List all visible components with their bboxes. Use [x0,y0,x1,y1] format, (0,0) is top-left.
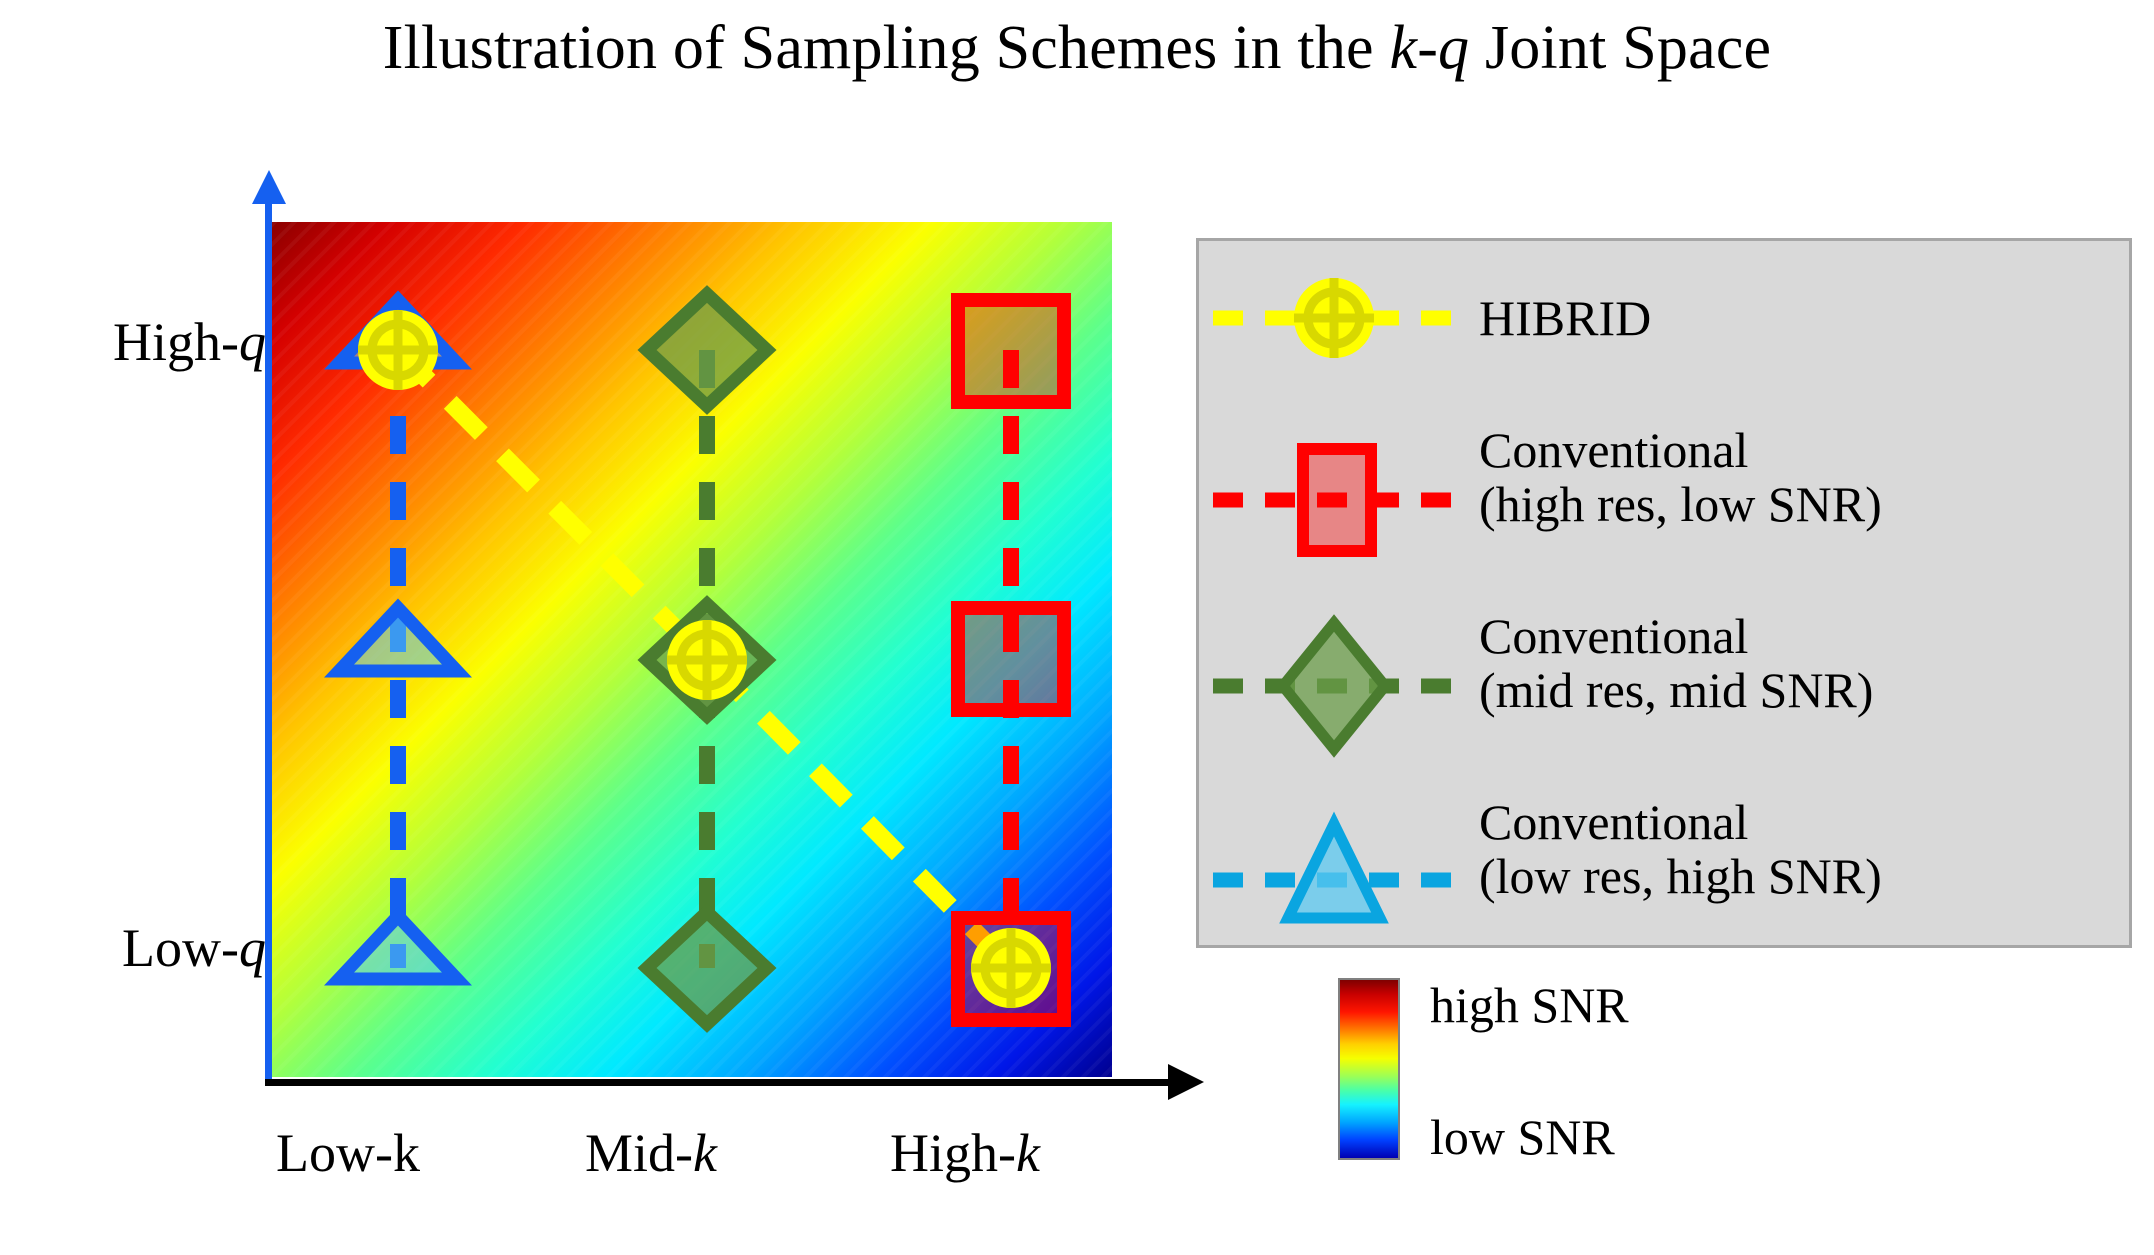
y-axis-arrow-icon [252,170,286,204]
legend-key-hibrid [1199,253,1469,383]
legend-item-conventional-low-res[interactable]: Conventional (low res, high SNR) [1199,761,2135,937]
legend-key-triangle [1199,784,1469,924]
colorbar-label-high: high SNR [1430,977,1629,1033]
snr-colorbar [1338,978,1400,1160]
x-axis-arrow-icon [1168,1064,1204,1100]
legend-item-conventional-mid-res[interactable]: Conventional (mid res, mid SNR) [1199,575,2135,758]
legend-item-conventional-high-res[interactable]: Conventional (high res, low SNR) [1199,389,2135,565]
title-text-post: Joint Space [1469,14,1772,82]
y-axis-line [265,196,272,1086]
y-tick-label-low-q: Low-q [122,918,266,978]
legend-label-conventional-low-res: Conventional (low res, high SNR) [1479,794,1882,904]
x-tick-label-low-k: Low-k [276,1123,420,1183]
legend-label-hibrid: HIBRID [1479,290,1652,346]
colorbar-label-low: low SNR [1430,1109,1615,1165]
y-tick-label-high-q: High-q [113,312,266,372]
x-tick-label-mid-k: Mid-k [585,1123,717,1183]
legend-key-diamond [1199,598,1469,758]
heatmap-stripe-texture [272,222,1112,1077]
legend-key-square [1199,412,1469,557]
x-tick-label-high-k: High-k [890,1123,1040,1183]
title-text-pre: Illustration of Sampling Schemes in the [382,14,1390,82]
legend-label-conventional-mid-res: Conventional (mid res, mid SNR) [1479,608,1874,718]
title-math-kq: k-q [1389,14,1470,82]
legend-label-conventional-high-res: Conventional (high res, low SNR) [1479,422,1882,532]
legend-box: HIBRID Conventional (high res, low SNR) … [1196,238,2132,948]
plot-area [272,222,1112,1077]
x-axis-line [265,1079,1175,1086]
legend-item-hibrid[interactable]: HIBRID [1199,253,2135,383]
page-title: Illustration of Sampling Schemes in the … [0,14,2154,82]
